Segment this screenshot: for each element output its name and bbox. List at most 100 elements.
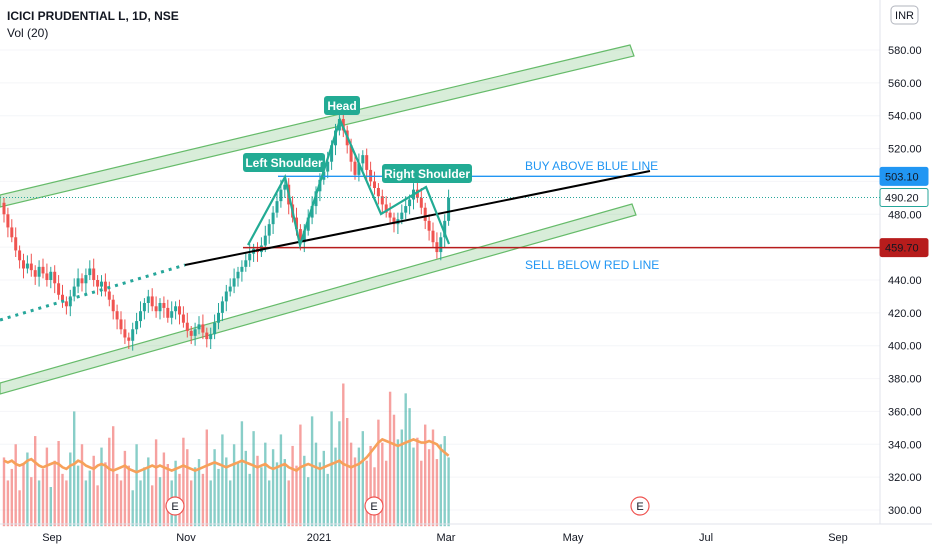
time-tick-label: May — [563, 532, 584, 544]
candle — [64, 296, 68, 315]
volume-bar — [213, 449, 216, 527]
candle — [100, 275, 103, 297]
candle — [217, 303, 220, 330]
candle-body — [14, 237, 18, 251]
volume-bar — [61, 473, 64, 527]
candle-body — [197, 324, 201, 330]
volume-bar — [431, 429, 435, 527]
price-axis-labels: 300.00 320.00 340.00 360.00 380.00 400.00 420.… — [888, 45, 922, 517]
candle-body — [201, 324, 205, 333]
candle-body — [84, 275, 88, 284]
volume-bar — [271, 449, 275, 527]
candle — [213, 314, 217, 340]
volume-bar — [260, 467, 263, 527]
time-tick-label: Sep — [42, 532, 62, 544]
candle — [439, 232, 443, 261]
candle-body — [131, 329, 135, 341]
chart-legend: ICICI PRUDENTIAL L, 1D, NSE Vol (20) — [7, 8, 179, 42]
candle-body — [127, 337, 131, 341]
candle-body — [365, 155, 369, 170]
time-tick-label: Sep — [828, 532, 848, 544]
candle — [314, 186, 318, 215]
candle-body — [275, 201, 279, 213]
currency-button[interactable]: INR — [890, 5, 919, 25]
volume-bar — [232, 444, 236, 527]
volume-bar — [30, 477, 33, 527]
volume-indicator-label[interactable]: Vol (20) — [7, 26, 49, 40]
price-tag-bg — [879, 188, 929, 208]
candle-body — [353, 161, 357, 175]
candle-body — [146, 296, 150, 303]
volume-bar — [330, 411, 333, 527]
candle-body — [29, 263, 33, 271]
candle — [267, 219, 271, 244]
candle-body — [135, 321, 139, 330]
candle — [256, 242, 259, 262]
candle — [29, 253, 33, 277]
candle — [373, 171, 376, 195]
candle-body — [45, 273, 49, 280]
volume-bar — [334, 447, 337, 527]
volume-bar — [287, 480, 290, 527]
candle-body — [53, 271, 57, 284]
right-shoulder-label: Right Shoulder — [382, 164, 472, 183]
candle-body — [236, 271, 240, 279]
candle — [49, 266, 53, 289]
candle — [244, 252, 248, 272]
candle — [18, 245, 22, 269]
volume-bar — [88, 470, 91, 527]
candle-body — [415, 189, 419, 198]
volume-bar — [353, 457, 357, 527]
candle — [25, 255, 29, 274]
candle — [419, 188, 423, 215]
event-circle — [364, 496, 384, 516]
channel-band — [0, 44, 635, 208]
earnings-event-marker[interactable]: E — [630, 496, 650, 516]
candle-body — [357, 163, 361, 175]
volume-bar — [100, 447, 103, 527]
volume-bar — [193, 467, 197, 527]
volume-bar — [65, 480, 68, 527]
price-tick-label: 300.00 — [888, 505, 922, 517]
volume-bar — [139, 480, 142, 527]
candle — [37, 260, 41, 287]
candle — [14, 227, 18, 257]
candle-body — [439, 237, 443, 253]
candle — [334, 123, 337, 156]
level-lines: BUY ABOVE BLUE LINE SELL BELOW RED LINE — [0, 159, 880, 322]
candle — [123, 319, 127, 345]
volume-bar — [291, 445, 294, 527]
candle — [6, 207, 10, 238]
candle-body — [123, 329, 127, 338]
candle — [103, 273, 107, 297]
time-tick-label: Mar — [437, 532, 456, 544]
price-tick-label: 400.00 — [888, 341, 922, 353]
volume-bar — [275, 462, 279, 527]
candle — [142, 298, 146, 320]
volume-bar — [217, 468, 220, 527]
candle-body — [213, 322, 217, 335]
volume-bar — [92, 455, 95, 527]
earnings-event-marker[interactable]: E — [364, 496, 384, 516]
earnings-event-marker[interactable]: E — [165, 496, 185, 516]
candle-body — [170, 311, 174, 318]
candle — [88, 260, 92, 280]
candle-body — [263, 235, 267, 246]
candle-body — [283, 184, 287, 190]
volume-bar — [84, 480, 88, 527]
candle — [185, 312, 189, 338]
price-axis-panel[interactable] — [880, 0, 932, 550]
volume-bar — [2, 457, 6, 527]
volume-bar — [190, 480, 193, 527]
candle-body — [228, 286, 232, 292]
candle-body — [64, 301, 68, 307]
candle-body — [162, 303, 166, 308]
left-shoulder-label-bg — [243, 153, 325, 172]
candle-body — [295, 217, 298, 230]
candle — [2, 197, 6, 223]
volume-bar — [69, 452, 72, 527]
candle-body — [18, 250, 22, 261]
symbol-title[interactable]: ICICI PRUDENTIAL L, 1D, NSE — [7, 9, 179, 23]
